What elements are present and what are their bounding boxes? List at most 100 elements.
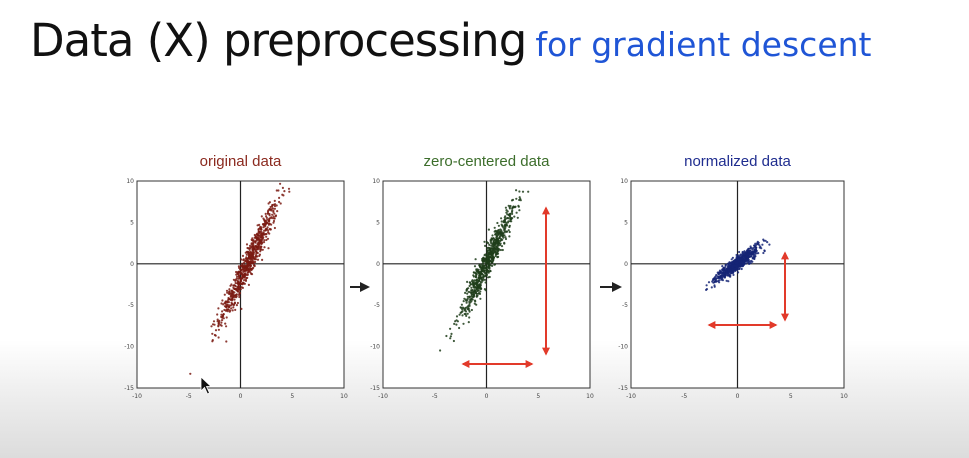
data-point xyxy=(449,337,452,340)
zero-centered-data-x-tick-label: -10 xyxy=(378,393,388,400)
data-point xyxy=(250,267,253,270)
data-point xyxy=(248,247,251,250)
data-point xyxy=(484,269,487,272)
data-point xyxy=(258,230,261,233)
data-point xyxy=(473,289,476,292)
data-point xyxy=(744,253,747,256)
data-point xyxy=(721,268,724,272)
data-point xyxy=(287,187,291,190)
data-point xyxy=(253,264,256,267)
data-point xyxy=(217,322,220,325)
data-point xyxy=(483,278,487,281)
data-point xyxy=(714,278,717,281)
data-point xyxy=(267,247,270,250)
data-point xyxy=(253,258,256,261)
data-point xyxy=(490,257,493,260)
data-point xyxy=(248,269,251,272)
data-point xyxy=(494,232,497,235)
zero-centered-data-x-tick-label: 5 xyxy=(536,393,540,400)
data-point xyxy=(723,274,727,277)
data-point xyxy=(479,297,482,300)
data-point xyxy=(266,211,270,215)
data-point xyxy=(487,276,490,279)
data-point xyxy=(479,286,482,289)
data-point xyxy=(273,212,276,215)
data-point xyxy=(748,260,752,263)
data-point xyxy=(439,349,442,352)
original-data-x-tick-label: -5 xyxy=(186,393,192,400)
data-point xyxy=(266,222,269,225)
original-data-y-tick-label: -15 xyxy=(124,385,134,392)
data-point xyxy=(470,298,473,301)
data-point xyxy=(265,238,268,242)
data-point xyxy=(746,258,750,261)
data-point xyxy=(249,264,252,267)
data-point xyxy=(467,287,470,290)
original-data-x-tick-label: 0 xyxy=(239,393,243,400)
data-point xyxy=(479,283,482,286)
normalized-data-y-tick-label: -15 xyxy=(618,385,628,392)
data-point xyxy=(265,216,268,219)
data-point xyxy=(240,280,243,283)
data-point xyxy=(238,266,241,269)
data-point xyxy=(504,206,507,209)
data-point xyxy=(484,264,487,267)
data-point xyxy=(751,248,754,251)
data-point xyxy=(486,246,489,250)
data-point xyxy=(485,261,488,264)
data-point xyxy=(210,325,213,328)
data-point xyxy=(473,271,476,274)
data-point xyxy=(738,267,741,270)
data-point xyxy=(236,301,239,305)
data-point xyxy=(740,261,743,264)
data-point xyxy=(246,246,249,250)
data-point xyxy=(234,308,237,311)
data-point xyxy=(233,301,236,304)
data-point xyxy=(747,261,750,264)
data-point xyxy=(510,199,514,202)
data-point xyxy=(471,291,474,294)
data-point xyxy=(223,293,226,296)
data-point xyxy=(277,189,280,192)
data-point xyxy=(227,298,230,301)
data-point xyxy=(467,321,470,324)
data-point xyxy=(453,322,456,325)
data-point xyxy=(269,217,272,220)
data-point xyxy=(449,335,452,338)
data-point xyxy=(519,197,522,200)
data-point xyxy=(721,265,724,268)
data-point xyxy=(230,307,233,310)
data-point xyxy=(488,248,491,252)
zero-centered-data-y-tick-label: 5 xyxy=(376,219,380,226)
data-point xyxy=(259,236,262,239)
data-point xyxy=(494,250,497,253)
data-point xyxy=(267,209,270,212)
data-point xyxy=(737,255,741,258)
data-point xyxy=(238,293,241,297)
data-point xyxy=(466,292,469,295)
data-point xyxy=(246,271,249,274)
data-point xyxy=(739,258,742,261)
data-point xyxy=(276,210,279,213)
data-point xyxy=(505,221,508,224)
data-point xyxy=(260,230,263,233)
data-point xyxy=(275,189,278,192)
data-point xyxy=(231,293,234,296)
data-point xyxy=(219,323,222,326)
data-point xyxy=(234,281,237,285)
data-point xyxy=(744,256,748,259)
data-point xyxy=(741,265,744,268)
data-point xyxy=(482,273,485,276)
original-data-y-tick-label: 0 xyxy=(130,261,134,268)
data-point xyxy=(749,245,752,248)
data-point xyxy=(508,230,511,234)
data-point xyxy=(494,254,497,258)
data-point xyxy=(501,248,504,252)
data-point xyxy=(517,204,520,207)
data-point xyxy=(225,316,228,319)
zero-centered-data-title: zero-centered data xyxy=(424,153,551,170)
data-point xyxy=(216,318,219,321)
data-point xyxy=(248,261,251,264)
data-point xyxy=(266,226,269,229)
data-point xyxy=(262,241,266,244)
